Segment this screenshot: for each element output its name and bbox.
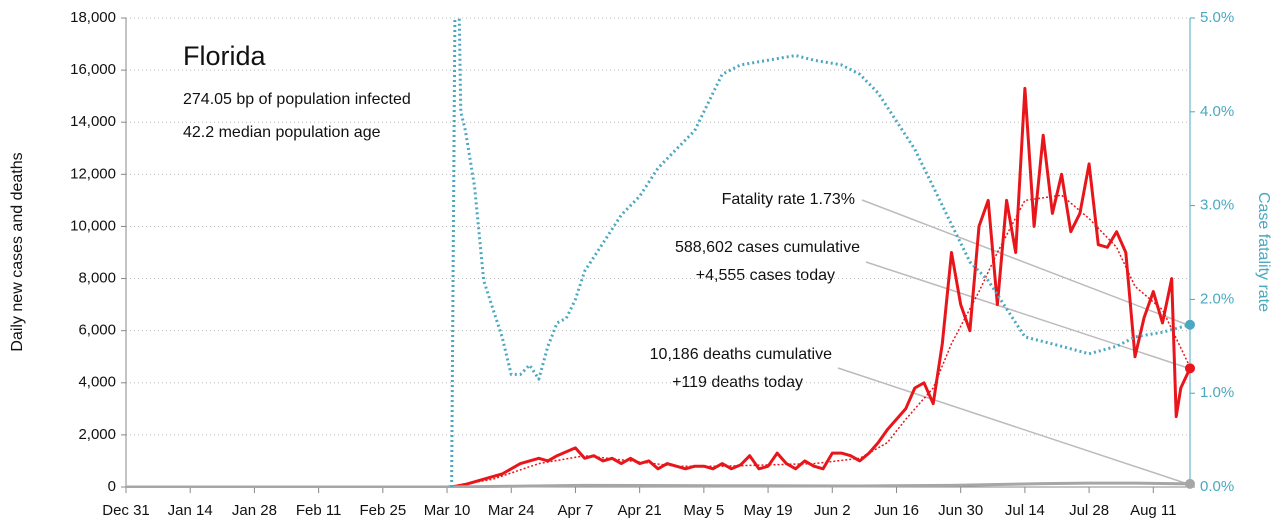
- y-tick-label: 18,000: [70, 9, 116, 26]
- subtitle: 274.05 bp of population infected: [183, 91, 411, 108]
- y-tick-label: 0: [108, 478, 116, 495]
- annotation: +4,555 cases today: [696, 267, 835, 284]
- x-tick-label: Apr 7: [558, 502, 594, 519]
- y-axis-label: Daily new cases and deaths: [9, 152, 26, 351]
- callout-line: [865, 261, 1189, 369]
- x-tick-label: May 19: [743, 502, 792, 519]
- x-tick-label: Feb 11: [296, 502, 342, 519]
- end-point: [1185, 319, 1195, 330]
- y-tick-label: 4,000: [78, 374, 116, 391]
- y2-tick-label: 4.0%: [1200, 103, 1234, 120]
- y-tick-label: 12,000: [70, 165, 116, 182]
- y-tick-label: 2,000: [78, 426, 116, 443]
- chart-title: Florida: [183, 41, 267, 71]
- series-line: [126, 481, 1190, 488]
- y2-tick-label: 0.0%: [1200, 478, 1234, 495]
- end-point: [1185, 478, 1195, 489]
- plot-area: [126, 18, 1190, 488]
- x-tick-label: Aug 11: [1130, 502, 1176, 519]
- end-point: [1185, 363, 1195, 374]
- x-tick-label: Jun 30: [938, 502, 983, 519]
- x-tick-label: Jun 16: [874, 502, 919, 519]
- x-tick-label: Jan 28: [232, 502, 277, 519]
- annotation: 588,602 cases cumulative: [675, 239, 860, 256]
- annotation: +119 deaths today: [672, 374, 803, 391]
- x-tick-label: Feb 25: [359, 502, 406, 519]
- x-tick-label: Apr 21: [618, 502, 662, 519]
- callout-line: [861, 199, 1189, 326]
- y2-tick-label: 2.0%: [1200, 290, 1234, 307]
- annotation: 10,186 deaths cumulative: [650, 346, 832, 363]
- y2-tick-label: 3.0%: [1200, 197, 1234, 214]
- series-line: [126, 86, 1190, 488]
- y-tick-label: 14,000: [70, 113, 116, 130]
- x-tick-label: Jun 2: [814, 502, 851, 519]
- y-tick-label: 10,000: [70, 217, 116, 234]
- y2-tick-label: 1.0%: [1200, 384, 1234, 401]
- series-line: [126, 194, 1190, 488]
- y-tick-label: 16,000: [70, 61, 116, 78]
- x-tick-label: Dec 31: [102, 502, 150, 519]
- x-tick-label: Mar 10: [424, 502, 471, 519]
- y-tick-label: 8,000: [78, 270, 116, 287]
- annotation: Fatality rate 1.73%: [722, 191, 855, 208]
- series-line: [450, 18, 1190, 488]
- callout-line: [837, 367, 1189, 485]
- y2-tick-label: 5.0%: [1200, 9, 1234, 26]
- x-tick-label: Mar 24: [488, 502, 535, 519]
- x-tick-label: Jul 28: [1069, 502, 1109, 519]
- y-tick-label: 6,000: [78, 322, 116, 339]
- x-tick-label: Jan 14: [168, 502, 213, 519]
- y2-axis-label: Case fatality rate: [1255, 192, 1272, 312]
- x-tick-label: May 5: [683, 502, 724, 519]
- subtitle: 42.2 median population age: [183, 124, 381, 141]
- x-tick-label: Jul 14: [1005, 502, 1045, 519]
